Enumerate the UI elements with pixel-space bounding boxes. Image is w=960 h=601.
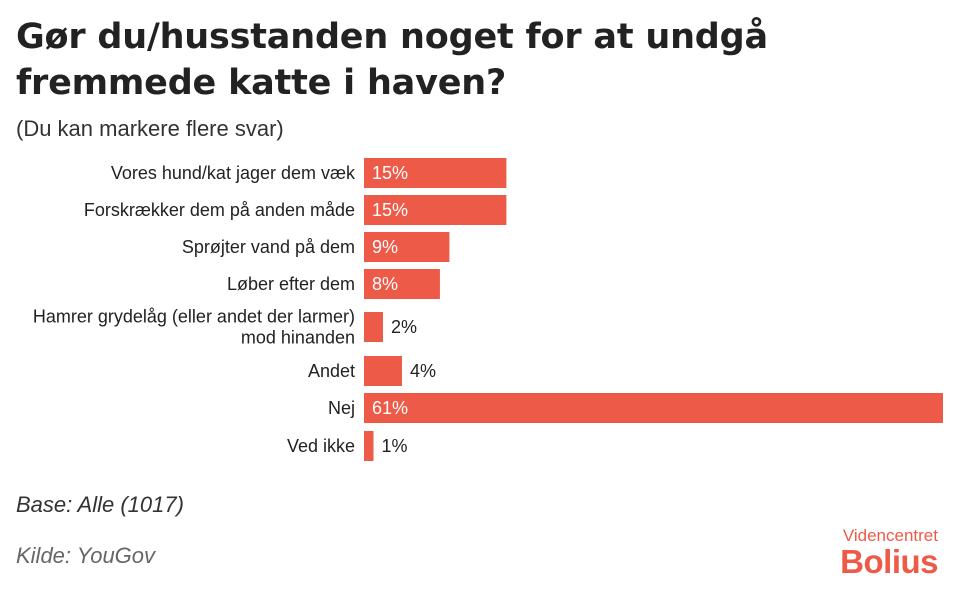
bar-0 — [364, 158, 507, 188]
value-label-0: 15% — [372, 163, 408, 183]
bolius-logo: Videncentret Bolius — [840, 526, 938, 578]
value-label-1: 15% — [372, 200, 408, 220]
category-label-2: Sprøjter vand på dem — [182, 237, 355, 257]
base-note: Base: Alle (1017) — [16, 492, 184, 517]
source-note: Kilde: YouGov — [16, 543, 156, 568]
category-label-7: Ved ikke — [287, 436, 355, 456]
category-label-1: Forskrækker dem på anden måde — [84, 200, 355, 220]
bar-4 — [364, 312, 383, 342]
value-label-5: 4% — [410, 361, 436, 381]
value-label-3: 8% — [372, 274, 398, 294]
category-label-3: Løber efter dem — [227, 274, 355, 294]
category-label-0: Vores hund/kat jager dem væk — [111, 163, 356, 183]
value-label-6: 61% — [372, 398, 408, 418]
bar-1 — [364, 195, 507, 225]
value-label-2: 9% — [372, 237, 398, 257]
bar-7 — [364, 431, 374, 461]
bar-2 — [364, 232, 450, 262]
logo-line-2: Bolius — [840, 543, 938, 580]
category-label-5: Andet — [308, 361, 355, 381]
value-label-7: 1% — [381, 436, 407, 456]
value-label-4: 2% — [391, 317, 417, 337]
chart-subtitle: (Du kan markere flere svar) — [16, 116, 284, 141]
category-label-6: Nej — [328, 398, 355, 418]
logo-line-1: Videncentret — [842, 526, 938, 545]
chart-title: Gør du/husstanden noget for at undgå fre… — [16, 17, 768, 103]
bar-5 — [364, 356, 402, 386]
bar-6 — [364, 393, 943, 423]
bar-3 — [364, 269, 440, 299]
category-label-4: Hamrer grydelåg (eller andet der larmer)… — [33, 307, 355, 348]
